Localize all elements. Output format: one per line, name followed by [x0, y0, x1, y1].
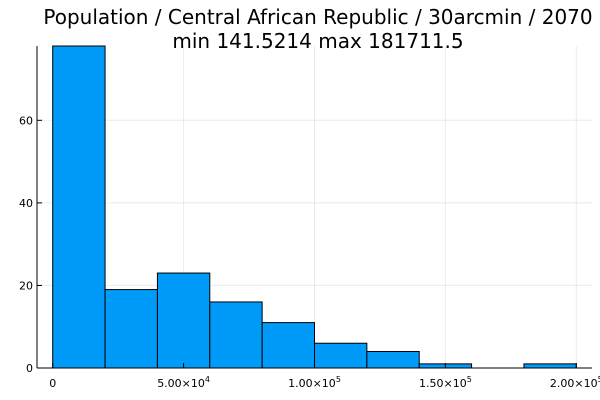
x-tick-label-3: 1.50×105	[419, 375, 472, 390]
x-tick-label-1: 5.00×104	[157, 375, 210, 390]
x-tick-label-2: 1.00×105	[288, 375, 341, 390]
histogram-bar-6	[366, 350, 420, 369]
x-tick-labels: 0 5.00×104 1.00×105 1.50×105 2.00×105	[49, 375, 600, 390]
histogram-bar-0	[52, 45, 106, 369]
y-tick-labels: 0 20 40 60	[19, 114, 33, 375]
chart-title: Population / Central African Republic / …	[43, 5, 592, 29]
histogram-bar-9	[523, 363, 577, 369]
bars	[52, 45, 577, 369]
x-tick-label-0: 0	[49, 377, 56, 390]
chart-subtitle: min 141.5214 max 181711.5	[172, 29, 463, 53]
y-tick-label-3: 60	[19, 114, 33, 127]
axes	[36, 46, 592, 369]
x-tick-label-4: 2.00×105	[550, 375, 600, 390]
histogram-bar-4	[261, 322, 315, 369]
histogram-bar-2	[156, 272, 211, 369]
y-tick-label-2: 40	[19, 197, 33, 210]
y-tick-label-1: 20	[19, 279, 33, 292]
histogram-bar-5	[314, 342, 368, 369]
histogram-bar-1	[104, 289, 158, 369]
histogram-bar-3	[209, 301, 263, 369]
y-tick-label-0: 0	[26, 362, 33, 375]
